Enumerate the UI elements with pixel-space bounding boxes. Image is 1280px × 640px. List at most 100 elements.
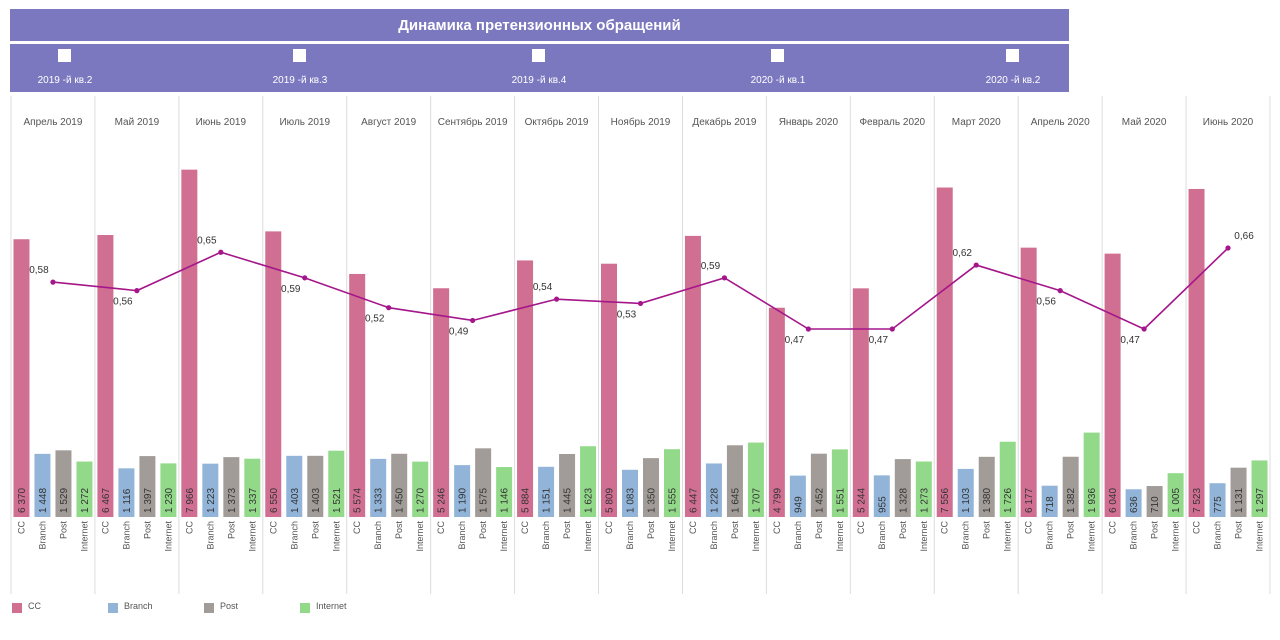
bar-series-label: CC (16, 521, 26, 534)
month-label: Апрель 2020 (1031, 117, 1090, 128)
bar-post (726, 445, 743, 517)
bar-series-label: Branch (373, 521, 383, 550)
bar-value-label: 6 447 (688, 488, 699, 513)
bar-value-label: 1 223 (206, 488, 217, 513)
ratio-point (889, 326, 895, 332)
bar-value-label: 1 272 (80, 488, 91, 513)
month-label: Апрель 2019 (23, 117, 82, 128)
bar-value-label: 1 726 (1003, 488, 1014, 513)
bar-value-label: 6 467 (101, 488, 112, 513)
bar-value-label: 1 623 (584, 488, 595, 513)
bar-value-label: 6 040 (1108, 488, 1119, 513)
bar-value-label: 1 083 (626, 488, 637, 513)
bar-series-label: Post (478, 521, 488, 540)
quarter-label: 2019 -й кв.4 (511, 75, 567, 86)
bar-value-label: 1 230 (164, 488, 175, 513)
bar-series-label: Internet (1255, 521, 1265, 552)
bar-cc (97, 235, 114, 517)
bar-post (894, 459, 911, 517)
bar-series-label: Branch (37, 521, 47, 550)
quarter-filter-q1-2020[interactable]: 2020 -й кв.1 (718, 44, 838, 92)
bar-value-label: 7 556 (940, 488, 951, 513)
bar-series-label: CC (352, 521, 362, 534)
bar-value-label: 1 382 (1066, 488, 1077, 513)
quarter-filter-q2-2019[interactable]: 2019 -й кв.2 (5, 44, 125, 92)
bar-value-label: 710 (1150, 496, 1161, 513)
bar-series-label: Post (310, 521, 320, 540)
legend-label: CC (28, 601, 41, 611)
bar-value-label: 718 (1045, 496, 1056, 513)
bar-series-label: Internet (415, 521, 425, 552)
bar-internet (831, 449, 848, 517)
quarter-filter-bar: 2019 -й кв.2 2019 -й кв.3 2019 -й кв.4 2… (10, 44, 1069, 92)
claims-chart: Апрель 2019 6 370 CC 1 448 Branch 1 529 Post 1 … (10, 96, 1271, 594)
bar-value-label: 1 707 (751, 488, 762, 513)
bar-internet (664, 449, 680, 517)
ratio-value-label: 0,56 (1036, 297, 1056, 308)
bar-value-label: 4 799 (772, 488, 783, 513)
bar-branch (622, 469, 638, 517)
quarter-filter-q2-2020[interactable]: 2020 -й кв.2 (953, 44, 1073, 92)
bar-series-label: Internet (751, 521, 761, 552)
bar-value-label: 775 (1213, 496, 1224, 513)
month-label: Июль 2019 (279, 117, 330, 128)
bar-value-label: 1 403 (290, 488, 301, 513)
bar-series-label: Post (1066, 521, 1076, 540)
month-label: Август 2019 (361, 117, 417, 128)
ratio-point (1057, 288, 1063, 294)
bar-cc (517, 260, 534, 517)
bar-cc (433, 288, 450, 517)
bar-series-label: Internet (583, 521, 593, 552)
quarter-filter-q4-2019[interactable]: 2019 -й кв.4 (479, 44, 599, 92)
bar-series-label: Branch (625, 521, 635, 550)
bar-series-label: Post (226, 521, 236, 540)
legend-swatch-branch (108, 603, 118, 613)
bar-value-label: 1 146 (500, 488, 511, 513)
checkbox-icon[interactable] (1006, 49, 1019, 62)
bar-branch (1209, 483, 1226, 517)
bar-internet (580, 446, 597, 517)
bar-series-label: Branch (1129, 521, 1139, 550)
ratio-point (721, 275, 728, 281)
bar-value-label: 1 350 (647, 488, 658, 513)
month-label: Июнь 2020 (1203, 117, 1254, 128)
ratio-value-label: 0,52 (365, 314, 385, 325)
bar-post (1146, 486, 1163, 517)
bar-branch (873, 475, 890, 517)
bar-series-label: Branch (877, 521, 887, 550)
bar-internet (915, 461, 932, 517)
bar-series-label: Post (562, 521, 572, 540)
bar-series-label: CC (940, 521, 950, 534)
checkbox-icon[interactable] (532, 49, 545, 62)
bar-series-label: Branch (541, 521, 551, 550)
quarter-label: 2020 -й кв.2 (985, 75, 1041, 86)
month-label: Март 2020 (952, 117, 1001, 128)
quarter-label: 2019 -й кв.2 (37, 75, 93, 86)
legend-swatch-cc (12, 603, 22, 613)
bar-internet (1251, 460, 1268, 517)
ratio-value-label: 0,56 (113, 297, 133, 308)
quarter-label: 2020 -й кв.1 (750, 75, 806, 86)
month-label: Январь 2020 (779, 117, 839, 128)
ratio-value-label: 0,53 (617, 309, 637, 320)
bar-branch (34, 453, 51, 517)
ratio-point (386, 305, 392, 311)
bar-series-label: Internet (1003, 521, 1013, 552)
bar-series-label: Branch (961, 521, 971, 550)
bar-value-label: 1 450 (395, 488, 406, 513)
month-label: Октябрь 2019 (525, 116, 589, 128)
ratio-point (134, 288, 140, 294)
chart-legend: CC Branch Post Internet (0, 596, 1280, 620)
bar-value-label: 1 448 (38, 488, 49, 513)
bar-series-label: Post (142, 521, 152, 540)
quarter-filter-q3-2019[interactable]: 2019 -й кв.3 (240, 44, 360, 92)
ratio-value-label: 0,66 (1234, 231, 1254, 242)
bar-internet (244, 458, 261, 517)
checkbox-icon[interactable] (293, 49, 306, 62)
bar-value-label: 1 555 (668, 488, 679, 513)
bar-value-label: 1 116 (122, 488, 133, 513)
checkbox-icon[interactable] (58, 49, 71, 62)
month-label: Май 2019 (115, 117, 160, 128)
checkbox-icon[interactable] (771, 49, 784, 62)
bar-value-label: 1 521 (332, 488, 343, 513)
